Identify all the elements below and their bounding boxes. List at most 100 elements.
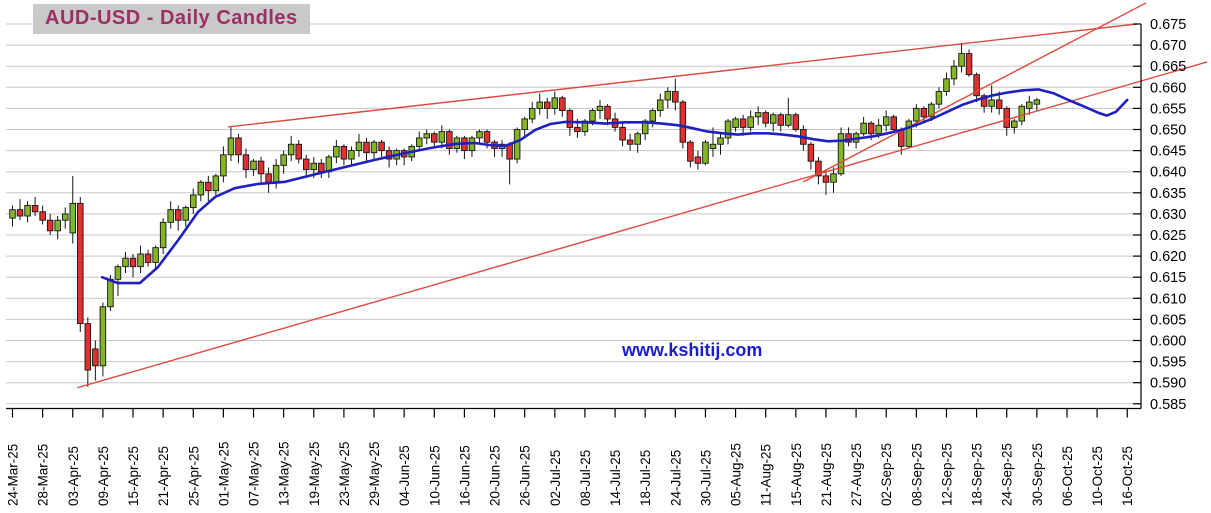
candle-down: [920, 107, 928, 118]
gridlines: [6, 23, 1141, 405]
y-tick-label: 0.650: [1150, 123, 1186, 139]
ma-line: [100, 88, 1129, 285]
candle-down: [295, 143, 302, 160]
x-tick-label: 28-Mar-25: [36, 444, 51, 506]
candle-down: [619, 126, 626, 141]
candle-up: [724, 120, 732, 139]
candle-up: [280, 154, 287, 166]
candle-up: [333, 145, 340, 158]
x-tick-label: 03-Apr-25: [66, 446, 81, 506]
candle-down: [431, 133, 438, 143]
candle-up: [61, 213, 69, 221]
candle-up: [348, 150, 355, 160]
x-tick-label: 15-Apr-25: [126, 446, 141, 506]
candle-up: [785, 114, 792, 126]
candle-up: [182, 207, 189, 221]
candle-down: [235, 137, 242, 156]
candle-up: [943, 78, 950, 92]
y-tick-label: 0.610: [1150, 291, 1186, 307]
candle-down: [672, 91, 679, 103]
candle-up: [355, 141, 363, 152]
candle-down: [822, 175, 830, 183]
y-tick-label: 0.595: [1150, 355, 1186, 371]
x-tick-label: 23-May-25: [337, 441, 352, 506]
candle-up: [935, 91, 943, 105]
y-tick-label: 0.615: [1150, 270, 1186, 286]
y-tick-label: 0.640: [1150, 165, 1186, 181]
candle-down: [544, 101, 551, 109]
x-tick-label: 30-Sep-25: [1030, 443, 1045, 506]
candle-up: [1011, 120, 1018, 128]
x-tick-label: 29-May-25: [367, 441, 382, 506]
x-tick-label: 18-Sep-25: [970, 443, 985, 506]
x-tick-label: 06-Oct-25: [1060, 446, 1075, 506]
x-tick-label: 18-Jul-25: [638, 450, 653, 506]
candle-up: [212, 175, 220, 192]
y-tick-label: 0.665: [1150, 59, 1186, 75]
candle-up: [1026, 101, 1033, 109]
candle-up: [754, 112, 762, 118]
x-tick-label: 27-Aug-25: [849, 443, 864, 506]
x-tick-label: 05-Aug-25: [729, 443, 744, 506]
y-tick-label: 0.645: [1150, 144, 1186, 160]
candle-up: [107, 278, 114, 308]
candle-down: [792, 114, 800, 130]
y-tick-label: 0.600: [1150, 334, 1186, 350]
candle-down: [446, 131, 453, 149]
x-tick-label: 21-Aug-25: [819, 443, 834, 506]
candle-down: [242, 154, 250, 171]
candle-down: [867, 122, 875, 135]
y-tick-label: 0.670: [1150, 38, 1186, 54]
candle-up: [875, 124, 882, 135]
x-tick-label: 20-Jun-25: [488, 445, 503, 506]
candle-up: [634, 133, 641, 145]
candle-up: [114, 266, 122, 280]
candle-down: [92, 348, 99, 367]
resistance-line: [227, 23, 1138, 128]
candle-up: [596, 105, 604, 111]
y-tick-label: 0.660: [1150, 80, 1186, 96]
candle-down: [302, 158, 310, 171]
x-tick-label: 30-Jul-25: [698, 450, 713, 506]
candle-down: [604, 105, 611, 120]
x-tick-label: 04-Jun-25: [397, 445, 412, 506]
candle-up: [54, 219, 61, 232]
candle-down: [31, 205, 39, 213]
candle-down: [980, 95, 988, 107]
candle-down: [174, 209, 182, 221]
candle-down: [257, 160, 265, 175]
support-line-long: [77, 61, 1208, 389]
candle-up: [521, 118, 528, 130]
x-tick-label: 09-Apr-25: [96, 446, 111, 506]
candle-up: [747, 116, 754, 128]
x-tick-label: 10-Oct-25: [1090, 446, 1105, 506]
candle-up: [905, 120, 913, 147]
x-tick-label: 08-Jul-25: [578, 450, 593, 506]
candle-up: [528, 107, 536, 120]
y-tick-label: 0.630: [1150, 207, 1186, 223]
candle-down: [574, 126, 581, 133]
candle-down: [39, 211, 46, 221]
candle-up: [438, 131, 446, 143]
candle-down: [845, 133, 852, 143]
candle-up: [882, 116, 890, 126]
candle-down: [46, 219, 54, 232]
candles-layer: [9, 42, 1041, 387]
candle-up: [370, 141, 378, 154]
candle-down: [506, 143, 513, 160]
x-tick-label: 12-Sep-25: [939, 443, 954, 506]
x-tick-label: 16-Oct-25: [1120, 446, 1135, 506]
candle-down: [694, 156, 702, 164]
candle-up: [988, 99, 995, 107]
candle-down: [973, 74, 980, 97]
candle-up: [310, 162, 318, 171]
candle-up: [272, 164, 280, 183]
candle-up: [950, 65, 958, 80]
x-tick-label: 01-May-25: [216, 441, 231, 506]
candle-up: [24, 205, 31, 217]
chart-title: AUD-USD - Daily Candles: [33, 4, 310, 34]
candle-down: [626, 139, 634, 145]
x-tick-label: 14-Jul-25: [608, 450, 623, 506]
x-tick-label: 24-Jul-25: [668, 450, 683, 506]
